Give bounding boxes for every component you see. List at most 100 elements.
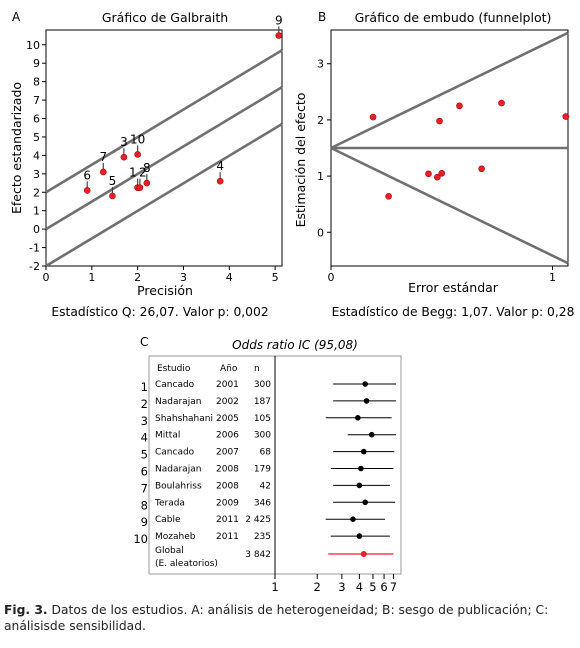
galbraith-y-tick-label: 0 — [33, 223, 40, 236]
galbraith-x-tick-label: 0 — [43, 271, 50, 284]
forest-study-n: 300 — [254, 431, 271, 441]
forest-study-year: 2007 — [216, 448, 239, 458]
funnel-line-funnel-lower — [330, 146, 569, 265]
forest-x-tick-label: 2 — [314, 580, 321, 594]
galbraith-line-lower — [45, 122, 283, 268]
galbraith-y-tick-label: 6 — [33, 113, 40, 126]
forest-study-n: 68 — [260, 448, 272, 458]
forest-row-number: 1 — [141, 380, 148, 394]
forest-x-tick-label: 5 — [369, 580, 376, 594]
galbraith-point-label: 9 — [275, 14, 283, 28]
forest-study-n: 187 — [254, 397, 271, 407]
galbraith-point — [120, 153, 128, 161]
galbraith-point — [99, 168, 107, 176]
forest-study-name: Mittal — [155, 431, 180, 441]
forest-study-name: Shahshahani — [155, 414, 213, 424]
forest-title: Odds ratio IC (95,08) — [232, 338, 358, 352]
funnel-line-funnel-upper — [330, 31, 569, 150]
panel-label-c: C — [140, 335, 148, 349]
galbraith-point — [83, 187, 91, 194]
galbraith-x-tick-label: 5 — [272, 271, 279, 284]
galbraith-regression-lines — [45, 49, 283, 268]
forest-study-name: Cancado — [155, 380, 195, 390]
galbraith-y-tick-label: -2 — [29, 260, 40, 273]
galbraith-point — [136, 184, 144, 191]
forest-row-number: 4 — [141, 431, 148, 445]
funnel-title: Gráfico de embudo (funnelplot) — [355, 10, 552, 25]
galbraith-point-label: 3 — [120, 135, 128, 149]
galbraith-y-axis-label: Efecto estandarizado — [9, 82, 24, 214]
forest-row-number: 8 — [141, 498, 148, 512]
galbraith-y-tick-label: 9 — [33, 57, 40, 70]
galbraith-point — [109, 192, 116, 200]
galbraith-x-tick-label: 4 — [226, 271, 233, 284]
forest-row-number: 3 — [141, 414, 148, 428]
forest-study-n: 42 — [260, 481, 271, 491]
forest-x-tick-label: 7 — [390, 580, 397, 594]
forest-row-number: 5 — [141, 448, 148, 462]
funnel-point — [434, 173, 441, 181]
forest-x-tick-label: 1 — [271, 580, 278, 594]
forest-point-estimate — [360, 448, 367, 455]
forest-study-n: 346 — [254, 498, 271, 508]
forest-study-n: 235 — [254, 532, 271, 542]
funnel-point — [456, 102, 463, 110]
forest-study-year: 2011 — [216, 515, 239, 525]
forest-overall-row: Global (E. aleatorios) 3 842 — [155, 546, 394, 569]
funnel-y-axis-label: Estimación del efecto — [293, 93, 308, 228]
galbraith-point-label: 4 — [216, 159, 224, 173]
forest-x-tick-label: 3 — [338, 580, 345, 594]
forest-study-year: 2006 — [216, 431, 239, 441]
funnel-points — [369, 99, 570, 200]
caption-label: Fig. 3. — [4, 603, 48, 617]
forest-overall-sublabel: (E. aleatorios) — [155, 559, 218, 569]
forest-study-name: Terada — [154, 498, 185, 508]
galbraith-point-label: 6 — [83, 168, 91, 182]
forest-x-tick-label: 4 — [356, 580, 363, 594]
forest-row-number: 6 — [141, 465, 148, 479]
figure-caption: Fig. 3. Datos de los estudios. A: anális… — [4, 602, 576, 634]
forest-study-rows: 1 Cancado 2001 300 2 Nadarajan 2002 187 3 Shahsha… — [133, 380, 396, 546]
forest-study-name: Boulahriss — [155, 481, 202, 491]
forest-point-estimate — [368, 431, 375, 438]
funnel-point — [498, 99, 505, 107]
forest-point-estimate — [358, 465, 364, 472]
galbraith-y-tick-label: 7 — [33, 94, 40, 107]
galbraith-point — [275, 32, 283, 39]
galbraith-line-upper — [45, 49, 283, 194]
forest-study-year: 2008 — [216, 465, 239, 475]
forest-study-year: 2009 — [216, 498, 239, 508]
funnel-point — [425, 170, 432, 178]
funnel-point — [478, 165, 485, 173]
galbraith-stat-text: Estadístico Q: 26,07. Valor p: 0,002 — [51, 305, 268, 319]
funnel-x-tick-label: 1 — [549, 271, 556, 284]
galbraith-line-center — [45, 86, 283, 231]
forest-study-year: 2005 — [216, 414, 239, 424]
galbraith-y-tick-label: 3 — [33, 168, 40, 181]
forest-point-estimate — [362, 381, 368, 387]
forest-study-name: Cable — [155, 515, 181, 525]
forest-overall-label: Global — [155, 546, 184, 556]
galbraith-points: 1 2 3 4 5 67 8 9 10 — [83, 14, 283, 200]
galbraith-x-tick-label: 2 — [134, 271, 141, 284]
forest-point-estimate — [355, 415, 361, 421]
funnel-stat-text: Estadístico de Begg: 1,07. Valor p: 0,28 — [332, 305, 575, 319]
panel-label-a: A — [12, 10, 21, 24]
funnel-y-ticks: 0 1 2 3 — [317, 58, 331, 239]
funnel-y-tick-label: 3 — [317, 58, 324, 71]
forest-row-number: 2 — [141, 397, 148, 411]
galbraith-title: Gráfico de Galbraith — [102, 10, 228, 25]
forest-point-estimate — [356, 482, 363, 489]
galbraith-x-tick-label: 1 — [88, 271, 95, 284]
forest-study-n: 105 — [254, 414, 271, 424]
galbraith-point-label: 1 — [129, 166, 137, 180]
forest-study-year: 2011 — [216, 532, 239, 542]
galbraith-y-tick-label: 5 — [33, 131, 40, 144]
galbraith-y-tick-label: 1 — [33, 205, 40, 218]
galbraith-point — [143, 179, 151, 187]
